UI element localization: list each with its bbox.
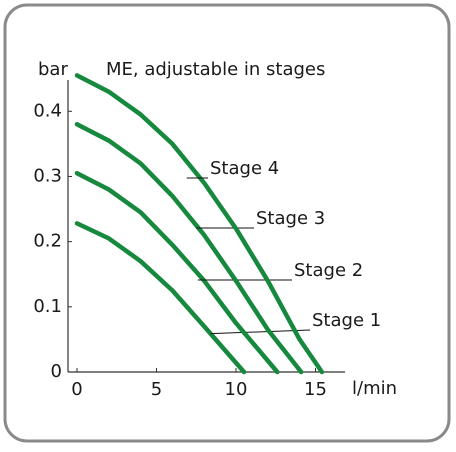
y-tick-label: 0.3 bbox=[33, 165, 62, 186]
curve bbox=[74, 122, 304, 375]
x-tick-label: 5 bbox=[151, 379, 162, 400]
x-axis-label: l/min bbox=[352, 378, 397, 399]
y-axis-label: bar bbox=[38, 59, 68, 80]
curve bbox=[74, 73, 325, 375]
series-label: Stage 3 bbox=[256, 208, 325, 229]
y-tick-label: 0.1 bbox=[33, 296, 62, 317]
chart-title: ME, adjustable in stages bbox=[106, 59, 325, 80]
series-label: Stage 2 bbox=[294, 260, 363, 281]
x-tick-label: 15 bbox=[304, 379, 327, 400]
y-tick-label: 0.2 bbox=[33, 231, 62, 252]
frame bbox=[3, 3, 451, 443]
y-tick-label: 0.4 bbox=[33, 100, 62, 121]
x-tick-label: 0 bbox=[71, 379, 82, 400]
series-label: Stage 4 bbox=[210, 158, 279, 179]
x-tick-label: 10 bbox=[225, 379, 248, 400]
series-label: Stage 1 bbox=[312, 310, 381, 331]
y-tick-label: 0 bbox=[51, 361, 62, 382]
curve bbox=[74, 170, 280, 375]
